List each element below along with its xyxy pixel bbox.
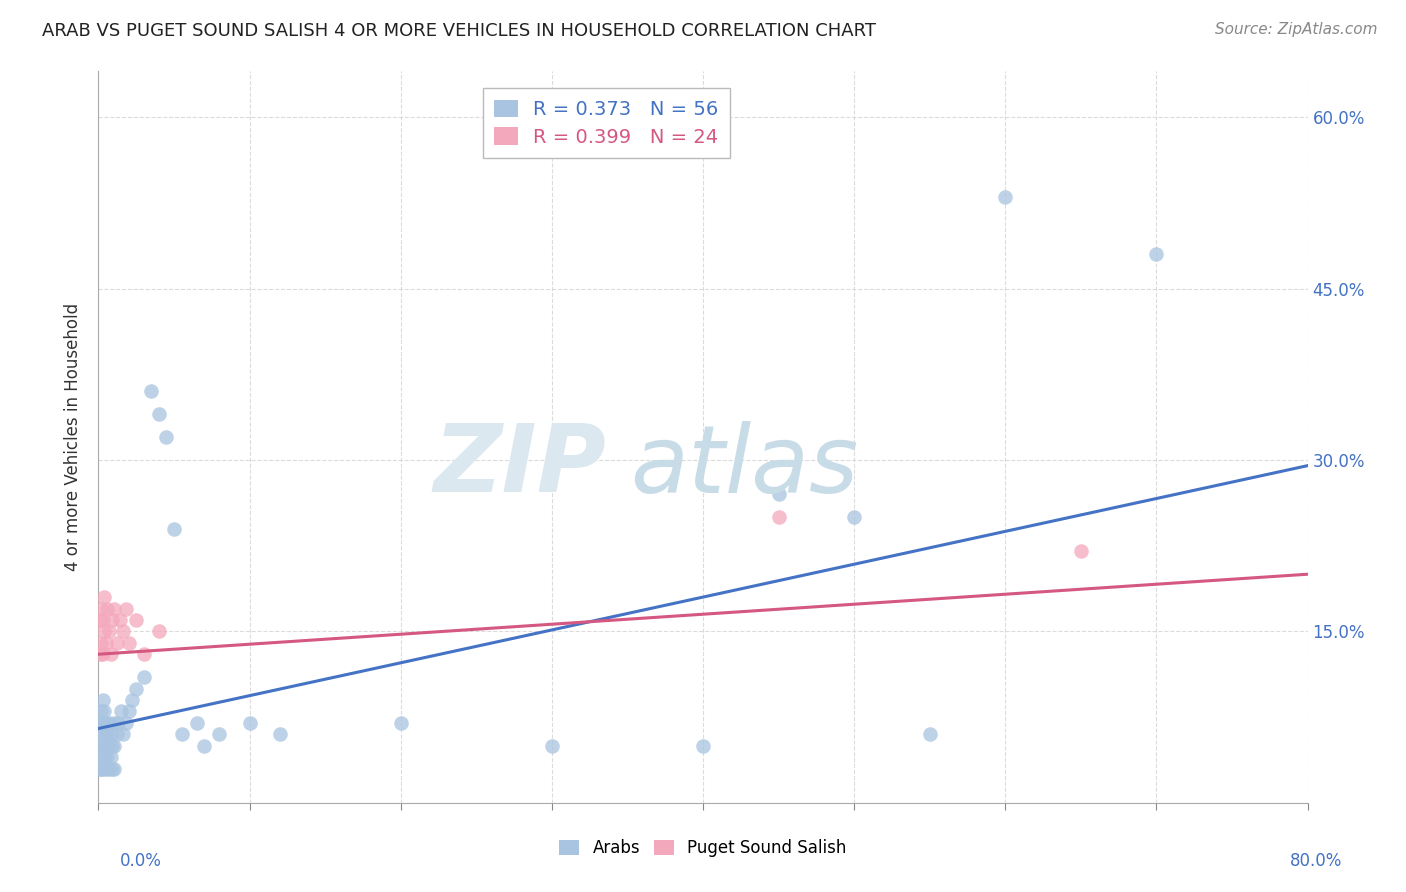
Arabs xyxy=(98,762,121,776)
Puget Sound Salish xyxy=(105,636,128,650)
Text: 80.0%: 80.0% xyxy=(1291,852,1343,870)
Arabs xyxy=(103,739,125,753)
Arabs xyxy=(94,715,117,730)
Arabs xyxy=(114,715,136,730)
Arabs xyxy=(90,762,112,776)
Y-axis label: 4 or more Vehicles in Household: 4 or more Vehicles in Household xyxy=(65,303,83,571)
Puget Sound Salish xyxy=(90,636,112,650)
Arabs xyxy=(118,705,141,719)
Arabs xyxy=(239,715,262,730)
Arabs xyxy=(96,727,118,741)
Arabs xyxy=(844,510,866,524)
Arabs xyxy=(94,762,117,776)
Arabs xyxy=(918,727,941,741)
Puget Sound Salish xyxy=(89,613,111,627)
Arabs xyxy=(994,190,1017,204)
Arabs xyxy=(89,762,111,776)
Arabs xyxy=(132,670,155,684)
Text: Source: ZipAtlas.com: Source: ZipAtlas.com xyxy=(1215,22,1378,37)
Arabs xyxy=(170,727,193,741)
Arabs xyxy=(1144,247,1167,261)
Arabs xyxy=(90,705,112,719)
Arabs xyxy=(100,727,122,741)
Puget Sound Salish xyxy=(103,601,125,615)
Arabs xyxy=(89,739,111,753)
Puget Sound Salish xyxy=(96,601,118,615)
Arabs xyxy=(389,715,412,730)
Puget Sound Salish xyxy=(1070,544,1092,558)
Puget Sound Salish xyxy=(98,624,121,639)
Arabs xyxy=(91,762,114,776)
Text: atlas: atlas xyxy=(630,421,859,512)
Arabs xyxy=(208,727,231,741)
Arabs xyxy=(186,715,208,730)
Legend: Arabs, Puget Sound Salish: Arabs, Puget Sound Salish xyxy=(553,832,853,864)
Arabs xyxy=(91,715,114,730)
Puget Sound Salish xyxy=(91,647,114,661)
Arabs xyxy=(111,727,134,741)
Arabs xyxy=(91,693,114,707)
Arabs xyxy=(91,739,114,753)
Puget Sound Salish xyxy=(100,647,122,661)
Text: 0.0%: 0.0% xyxy=(120,852,162,870)
Arabs xyxy=(90,727,112,741)
Puget Sound Salish xyxy=(148,624,170,639)
Arabs xyxy=(155,430,177,444)
Puget Sound Salish xyxy=(101,613,124,627)
Arabs xyxy=(94,739,117,753)
Arabs xyxy=(125,681,148,696)
Arabs xyxy=(692,739,714,753)
Puget Sound Salish xyxy=(91,613,114,627)
Arabs xyxy=(540,739,562,753)
Arabs xyxy=(269,727,291,741)
Puget Sound Salish xyxy=(125,613,148,627)
Arabs xyxy=(768,487,790,501)
Arabs xyxy=(98,739,121,753)
Arabs xyxy=(103,762,125,776)
Arabs xyxy=(89,715,111,730)
Text: ZIP: ZIP xyxy=(433,420,606,512)
Arabs xyxy=(101,739,124,753)
Text: ARAB VS PUGET SOUND SALISH 4 OR MORE VEHICLES IN HOUSEHOLD CORRELATION CHART: ARAB VS PUGET SOUND SALISH 4 OR MORE VEH… xyxy=(42,22,876,40)
Arabs xyxy=(148,407,170,421)
Arabs xyxy=(107,715,129,730)
Arabs xyxy=(101,762,124,776)
Arabs xyxy=(90,750,112,764)
Puget Sound Salish xyxy=(90,601,112,615)
Puget Sound Salish xyxy=(111,624,134,639)
Puget Sound Salish xyxy=(93,590,115,604)
Arabs xyxy=(93,727,115,741)
Arabs xyxy=(141,384,163,399)
Puget Sound Salish xyxy=(118,636,141,650)
Arabs xyxy=(98,715,121,730)
Arabs xyxy=(93,705,115,719)
Puget Sound Salish xyxy=(89,647,111,661)
Arabs xyxy=(193,739,215,753)
Arabs xyxy=(96,750,118,764)
Arabs xyxy=(93,750,115,764)
Puget Sound Salish xyxy=(768,510,790,524)
Puget Sound Salish xyxy=(94,636,117,650)
Puget Sound Salish xyxy=(114,601,136,615)
Puget Sound Salish xyxy=(93,624,115,639)
Puget Sound Salish xyxy=(108,613,131,627)
Arabs xyxy=(103,715,125,730)
Arabs xyxy=(121,693,143,707)
Arabs xyxy=(110,705,132,719)
Arabs xyxy=(163,521,186,535)
Arabs xyxy=(105,727,128,741)
Puget Sound Salish xyxy=(132,647,155,661)
Arabs xyxy=(100,750,122,764)
